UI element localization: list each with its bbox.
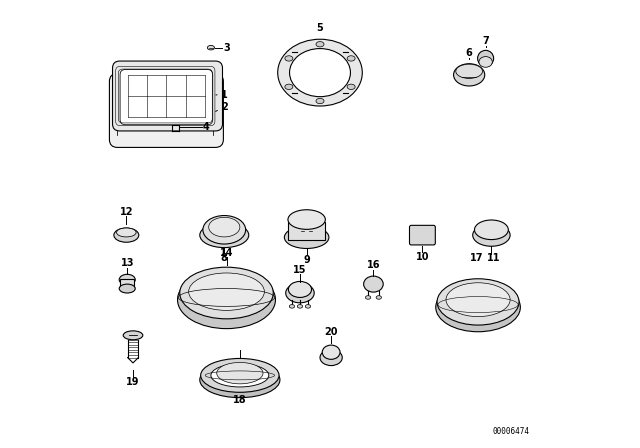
Ellipse shape	[207, 45, 214, 50]
Text: 4: 4	[203, 122, 210, 132]
Text: 14: 14	[220, 248, 233, 258]
Ellipse shape	[474, 220, 508, 240]
Ellipse shape	[473, 224, 510, 246]
Ellipse shape	[119, 274, 135, 285]
Ellipse shape	[305, 305, 310, 308]
Text: 2: 2	[221, 102, 228, 112]
Ellipse shape	[211, 364, 269, 387]
Bar	[120, 279, 134, 289]
Ellipse shape	[298, 305, 303, 308]
Ellipse shape	[289, 305, 294, 308]
Ellipse shape	[217, 362, 263, 384]
Text: 1: 1	[221, 90, 228, 100]
Ellipse shape	[177, 271, 275, 329]
Text: 19: 19	[126, 377, 140, 387]
Ellipse shape	[209, 217, 240, 237]
Ellipse shape	[456, 64, 483, 78]
Ellipse shape	[119, 284, 135, 293]
Text: 3: 3	[223, 43, 230, 53]
Text: 20: 20	[324, 327, 338, 337]
Text: 7: 7	[483, 36, 489, 47]
Ellipse shape	[347, 56, 355, 61]
Text: 00006474: 00006474	[493, 426, 530, 435]
Ellipse shape	[284, 226, 329, 249]
Ellipse shape	[289, 281, 312, 297]
Ellipse shape	[289, 48, 351, 97]
Ellipse shape	[347, 84, 355, 90]
Ellipse shape	[477, 50, 493, 66]
Bar	[288, 222, 325, 240]
Text: 9: 9	[303, 254, 310, 265]
Text: 12: 12	[120, 207, 133, 217]
FancyBboxPatch shape	[109, 73, 223, 147]
FancyBboxPatch shape	[120, 69, 212, 125]
Text: 11: 11	[487, 253, 500, 263]
Ellipse shape	[436, 283, 520, 332]
Ellipse shape	[365, 296, 371, 299]
Text: 18: 18	[233, 395, 246, 405]
Text: 17: 17	[470, 253, 483, 263]
Text: 10: 10	[415, 252, 429, 263]
Ellipse shape	[322, 345, 340, 359]
Ellipse shape	[203, 215, 246, 244]
Text: 13: 13	[120, 258, 134, 268]
Ellipse shape	[454, 64, 484, 86]
Ellipse shape	[316, 99, 324, 103]
Ellipse shape	[479, 56, 492, 67]
Ellipse shape	[201, 358, 279, 392]
Ellipse shape	[446, 283, 510, 317]
Text: 6: 6	[466, 48, 472, 59]
Ellipse shape	[114, 228, 139, 242]
Ellipse shape	[285, 84, 293, 90]
Ellipse shape	[124, 331, 143, 340]
Ellipse shape	[200, 362, 280, 398]
Ellipse shape	[437, 279, 519, 325]
Ellipse shape	[285, 56, 293, 61]
Ellipse shape	[316, 42, 324, 47]
Ellipse shape	[278, 39, 362, 106]
Text: 15: 15	[293, 265, 307, 275]
Ellipse shape	[364, 276, 383, 292]
Ellipse shape	[288, 210, 325, 229]
Ellipse shape	[200, 223, 249, 248]
Text: 5: 5	[317, 23, 323, 33]
Ellipse shape	[189, 273, 264, 310]
Text: 16: 16	[367, 260, 380, 271]
Ellipse shape	[320, 349, 342, 366]
Ellipse shape	[116, 228, 136, 237]
Ellipse shape	[180, 267, 273, 319]
FancyBboxPatch shape	[410, 225, 435, 245]
Ellipse shape	[376, 296, 381, 299]
Text: 8: 8	[221, 253, 228, 263]
FancyBboxPatch shape	[113, 61, 223, 131]
Ellipse shape	[285, 283, 314, 303]
